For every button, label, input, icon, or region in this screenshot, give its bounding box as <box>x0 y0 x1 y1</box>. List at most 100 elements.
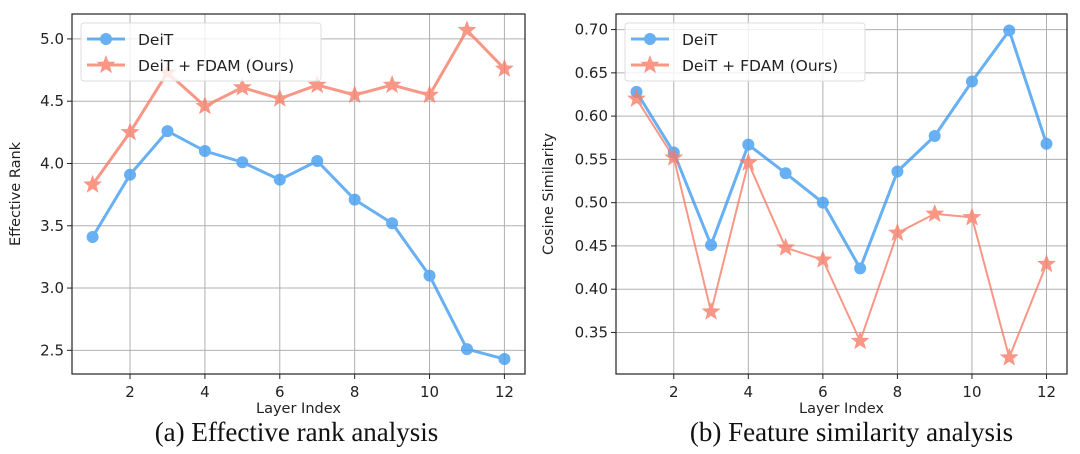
legend-swatch <box>631 33 669 45</box>
x-tick-label: 2 <box>669 383 679 401</box>
y-tick-label: 0.65 <box>575 64 608 82</box>
data-point-star <box>887 222 907 241</box>
y-tick-label: 3.0 <box>40 279 64 297</box>
data-point-star <box>962 207 982 226</box>
y-tick-label: 0.55 <box>575 150 608 168</box>
data-point-circle <box>86 230 99 243</box>
data-point-star <box>120 122 140 141</box>
x-tick-label: 2 <box>125 383 135 401</box>
y-tick-label: 5.0 <box>40 30 64 48</box>
data-point-star <box>494 58 514 77</box>
data-point-star <box>701 301 721 320</box>
y-tick-label: 0.70 <box>575 21 608 39</box>
series-line <box>91 27 506 186</box>
data-point-circle <box>705 239 718 252</box>
x-tick-label: 8 <box>893 383 903 401</box>
data-point-circle <box>236 156 249 169</box>
series-line <box>91 129 505 361</box>
data-point-star <box>627 88 646 107</box>
x-tick-label: 12 <box>495 383 514 401</box>
x-tick-label: 4 <box>744 383 754 401</box>
legend-circle-icon <box>100 33 112 45</box>
y-tick-label: 0.45 <box>575 237 608 255</box>
data-point-circle <box>928 130 941 143</box>
x-tick-label: 12 <box>1037 383 1056 401</box>
data-point-star <box>345 85 365 104</box>
data-point-circle <box>816 196 829 209</box>
legend-swatch <box>631 55 669 74</box>
data-point-circle <box>742 138 755 151</box>
data-point-circle <box>460 343 473 356</box>
data-point-circle <box>423 269 436 282</box>
x-tick-label: 6 <box>818 383 828 401</box>
data-point-star <box>420 85 439 104</box>
y-tick-label: 2.5 <box>40 341 64 359</box>
data-point-circle <box>124 168 137 181</box>
figure-caption: (a) Effective rank analysis <box>155 417 439 447</box>
data-point-circle <box>891 165 904 178</box>
data-point-star <box>270 88 290 107</box>
series-line <box>635 98 1048 361</box>
data-point-star <box>307 75 327 94</box>
legend-label: DeiT <box>682 31 718 49</box>
data-point-star <box>850 331 870 350</box>
legend-star-icon <box>640 55 660 74</box>
series-line <box>635 27 1048 272</box>
legend-star-icon <box>96 55 116 74</box>
series-deit-fdam <box>83 20 514 193</box>
data-point-star <box>776 237 796 256</box>
data-point-circle <box>161 125 174 138</box>
y-tick-label: 0.40 <box>575 280 608 298</box>
data-point-star <box>999 347 1019 366</box>
data-point-circle <box>779 167 792 180</box>
legend-label: DeiT + FDAM (Ours) <box>138 57 294 75</box>
y-tick-label: 4.5 <box>40 92 64 110</box>
y-tick-label: 0.50 <box>575 194 608 212</box>
data-point-star <box>382 75 402 94</box>
x-tick-label: 4 <box>200 383 210 401</box>
data-point-star <box>813 249 833 268</box>
legend-box <box>80 22 322 82</box>
legend: DeiT DeiT + FDAM (Ours) <box>624 22 866 82</box>
axes-frame <box>71 13 526 375</box>
data-point-circle <box>1003 24 1016 37</box>
legend-circle-icon <box>644 33 656 45</box>
x-tick-label: 10 <box>420 383 439 401</box>
data-point-star <box>457 20 477 39</box>
legend-label: DeiT + FDAM (Ours) <box>682 57 838 75</box>
axes-frame <box>615 13 1068 375</box>
legend: DeiT DeiT + FDAM (Ours) <box>80 22 322 82</box>
y-axis-label: Effective Rank <box>8 141 24 246</box>
data-point-circle <box>854 262 867 275</box>
x-tick-label: 10 <box>962 383 981 401</box>
y-tick-label: 3.5 <box>40 217 64 235</box>
data-point-circle <box>965 75 978 88</box>
legend-swatch <box>87 55 125 74</box>
data-point-star <box>83 174 103 193</box>
data-point-circle <box>198 145 211 158</box>
y-tick-label: 4.0 <box>40 154 64 172</box>
legend-label: DeiT <box>138 31 174 49</box>
x-axis-label: Layer Index <box>256 401 341 417</box>
data-point-star <box>1037 254 1056 273</box>
data-point-star <box>738 152 758 171</box>
data-point-circle <box>386 217 399 230</box>
data-point-star <box>232 77 252 96</box>
effective-rank-chart: 2 4 6 8 10 12 2.5 3.0 3.5 4.0 4.5 5.0 DeiT DeiT + FDA… <box>8 13 526 447</box>
data-point-star <box>664 147 684 166</box>
legend-box <box>624 22 866 82</box>
y-tick-label: 0.35 <box>575 323 608 341</box>
data-point-circle <box>498 353 511 366</box>
legend-swatch <box>87 33 125 45</box>
y-tick-label: 0.60 <box>575 107 608 125</box>
feature-similarity-chart: 2 4 6 8 10 12 0.35 0.40 0.45 0.50 0.55 0.60 0.65 0.70… <box>541 13 1068 447</box>
x-tick-label: 8 <box>350 383 360 401</box>
data-point-circle <box>273 173 286 186</box>
x-axis-label: Layer Index <box>799 401 884 417</box>
data-point-star <box>195 96 215 115</box>
series-deit <box>86 125 511 366</box>
data-point-star <box>925 203 945 222</box>
series-deit-fdam <box>627 88 1056 366</box>
figure-caption: (b) Feature similarity analysis <box>690 417 1013 447</box>
